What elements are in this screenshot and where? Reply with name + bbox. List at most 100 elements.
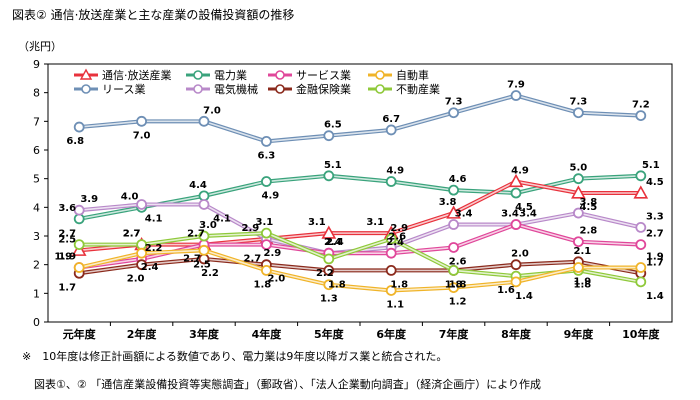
legend-label: 自動車 [396,68,429,82]
data-label: 4.5 [646,177,664,188]
legend-swatch-marker [81,84,91,94]
data-point [136,199,148,210]
y-tick-label: 4 [33,201,40,214]
data-point [510,90,522,101]
legend-swatch-marker [193,84,203,94]
legend-label: 電気機械 [214,82,258,96]
data-label: 3.9 [80,194,98,205]
data-point [446,205,461,219]
legend-swatch-marker [193,70,203,80]
data-label: 2.7 [123,229,141,240]
data-labels: 6.8 7.0 7.0 6.3 6.5 6.7 7.3 7.9 7.3 7.2 3.6 4.0 4.4 4… [54,80,663,311]
data-point [448,107,460,119]
data-point [136,259,148,271]
data-label: 2.4 [386,237,404,248]
data-point [573,262,584,273]
data-label: 6.8 [66,136,84,147]
data-label: 2.4 [326,237,344,248]
data-point [510,259,522,271]
data-point [635,262,647,273]
data-label: 2.7 [123,229,141,240]
y-tick-label: 1 [33,287,40,300]
data-point [573,236,584,248]
data-label: 5.1 [642,160,660,171]
x-tick-label: 6年度 [376,327,407,341]
data-label: 1.9 [58,252,76,263]
data-point [260,227,272,239]
data-point [635,239,647,251]
data-point [385,285,397,296]
data-label: 2.0 [511,249,529,260]
data-point [448,242,460,253]
data-label: 2.6 [388,231,406,242]
series-line-highlight [79,258,641,275]
data-label: 4.9 [262,191,280,202]
data-point [136,247,148,259]
data-point [260,239,272,251]
y-tick-label: 2 [33,259,40,272]
data-label: 2.5 [193,259,211,270]
y-axis-unit-label: （兆円） [18,40,62,53]
data-label: 2.0 [268,274,286,285]
data-point [323,130,335,142]
data-label: 3.1 [366,217,384,228]
x-tick-label: 10年度 [622,327,660,341]
data-point [573,173,584,185]
legend-swatch-marker [79,68,93,80]
data-label: 3.0 [199,220,217,231]
data-point [323,170,335,182]
data-label: 1.8 [574,279,592,290]
data-label: 3.1 [308,217,326,228]
data-label: 1.9 [54,252,72,263]
data-label: 3.8 [439,197,457,208]
source-note: 図表①、② 「通信産業設備投資等実態調査」（郵政省）、「法人企業動向調査」（経済… [34,378,541,391]
data-point [571,185,586,199]
data-label: 2.8 [580,226,598,237]
data-point [573,107,584,119]
data-point [260,135,272,147]
data-point [198,190,210,202]
y-axis: 0 1 2 3 4 5 6 7 8 9 [33,58,48,329]
data-point [573,207,584,219]
data-label: 4.5 [515,202,533,213]
data-point [635,221,647,233]
legend-swatch-marker [375,70,385,80]
data-label: 2.4 [141,262,159,273]
data-point [385,264,397,276]
data-label: 6.3 [258,150,276,161]
data-label: 3.4 [455,209,473,220]
data-label: 2.7 [646,229,664,240]
data-label: 1.9 [646,252,664,263]
data-point [385,247,397,259]
data-label: 2.6 [449,256,467,267]
data-point [73,262,85,273]
data-label: 3.8 [580,197,598,208]
data-label: 1.4 [646,291,664,302]
data-label: 1.7 [58,282,76,293]
legend-label: 通信·放送産業 [102,68,172,82]
data-label: 5.1 [324,160,342,171]
footnote: ※ 10年度は修正計画額による数値であり、電力業は9年度以降ガス業と統合された。 [22,350,448,363]
data-label: 1.8 [449,279,467,290]
data-label: 3.1 [256,217,274,228]
data-label: 3.4 [501,209,519,220]
data-point [73,121,85,133]
x-tick-label: 7年度 [439,327,470,341]
x-tick-label: 3年度 [189,327,220,341]
data-point [73,239,85,251]
legend-swatch-marker [375,84,385,94]
data-label: 2.1 [574,246,592,257]
x-tick-label: 4年度 [252,327,283,341]
data-label: 4.5 [580,202,598,213]
series-line-highlight [79,249,641,292]
legend-swatch-marker [275,84,285,94]
data-label: 5.0 [570,163,588,174]
legend-label: 電力業 [214,69,247,82]
data-label: 1.1 [386,299,404,310]
y-tick-label: 9 [33,58,40,71]
data-point [260,176,272,187]
data-point [448,264,460,276]
data-label: 2.7 [187,229,205,240]
data-point [635,276,647,288]
